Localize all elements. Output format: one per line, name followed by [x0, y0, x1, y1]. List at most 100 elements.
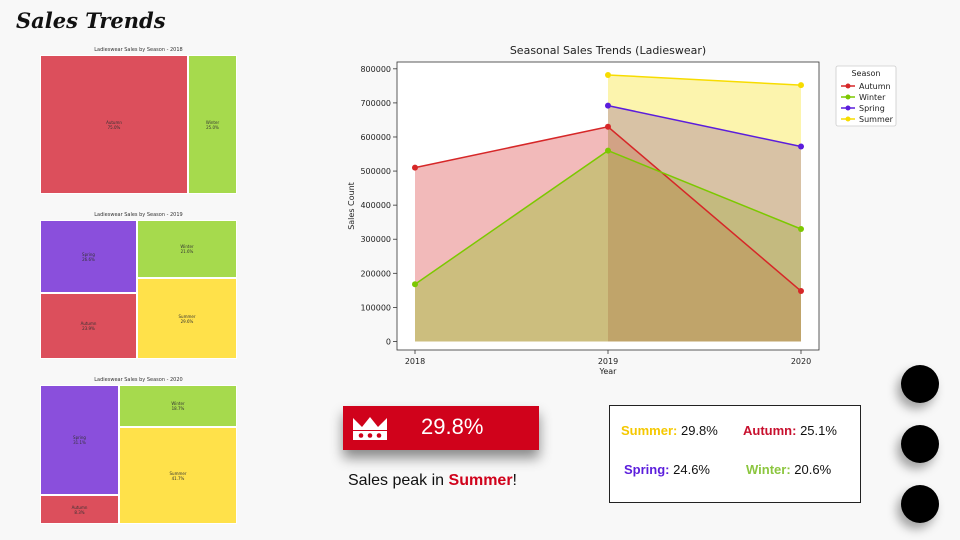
legend-entry-summer: Summer: [859, 115, 894, 124]
y-tick-label: 0: [386, 337, 391, 346]
stat-label: Autumn:: [743, 423, 797, 438]
treemap-cell-spring: Spring 26.6%: [40, 220, 137, 293]
point-spring: [605, 102, 611, 109]
legend-swatch-marker: [845, 94, 851, 100]
point-winter: [798, 226, 804, 233]
y-tick-label: 100000: [360, 303, 391, 312]
point-summer: [605, 71, 611, 78]
crown-icon: [353, 417, 387, 440]
area-spring: [608, 105, 801, 342]
point-autumn: [798, 288, 804, 295]
y-axis-label: Sales Count: [347, 182, 356, 230]
season-share-box: Summer: 29.8% Autumn: 25.1% Spring: 24.6…: [609, 405, 861, 503]
plot-area: [396, 61, 820, 351]
y-tick-label: 200000: [360, 269, 391, 278]
y-tick-label: 600000: [360, 133, 391, 142]
page-title: Sales Trends: [16, 8, 166, 33]
point-spring: [798, 143, 804, 150]
cell-label: Autumn: [71, 504, 88, 510]
treemap-area: Spring 26.6% Winter 21.6% Autumn 23.9% S…: [40, 220, 237, 359]
cell-label: Summer: [178, 313, 196, 319]
cell-label: Autumn: [106, 119, 122, 125]
point-winter: [412, 281, 418, 288]
legend-title: Season: [851, 69, 880, 78]
treemap-area: Spring 31.1% Winter 18.7% Summer 41.7% A…: [40, 385, 237, 524]
chart-title: Seasonal Sales Trends (Ladieswear): [510, 44, 706, 57]
treemap-2020: Ladieswear Sales by Season - 2020 Spring…: [40, 376, 237, 526]
stat-value: 29.8%: [680, 423, 718, 438]
treemap-2018: Ladieswear Sales by Season - 2018 Autumn…: [40, 46, 237, 196]
y-tick-label: 400000: [360, 201, 391, 210]
stat-value: 20.6%: [794, 462, 832, 477]
cell-label: Autumn: [80, 321, 97, 326]
cell-percent: 31.1%: [73, 440, 86, 445]
cell-percent: 23.9%: [82, 326, 95, 331]
point-autumn: [605, 123, 611, 130]
treemap-cell-spring: Spring 31.1%: [40, 385, 119, 495]
area-winter: [415, 150, 801, 342]
cell-label: Winter: [205, 119, 220, 125]
stat-value: 24.6%: [673, 462, 710, 477]
stat-label: Winter:: [746, 462, 791, 477]
treemap-area: Autumn 75.0% Winter 25.0%: [40, 55, 237, 194]
point-autumn: [412, 164, 418, 171]
legend-swatch-marker: [845, 116, 851, 122]
cell-label: Winter: [171, 401, 185, 406]
treemap-cell-winter: Winter 18.7%: [119, 385, 237, 427]
y-tick-label: 500000: [360, 167, 391, 176]
legend-entry-winter: Winter: [859, 93, 886, 102]
treemap-cell-winter: Winter 21.6%: [137, 220, 237, 278]
nav-dot-3[interactable]: [901, 485, 939, 523]
peak-value: 29.8%: [421, 414, 484, 439]
line-summer: [607, 74, 802, 86]
y-tick-label: 300000: [360, 235, 391, 244]
cell-percent: 26.6%: [82, 256, 95, 262]
legend-swatch-marker: [845, 105, 851, 111]
cell-percent: 8.3%: [74, 509, 85, 515]
treemap-title: Ladieswear Sales by Season - 2020: [94, 377, 183, 383]
treemap-cell-summer: Summer 41.7%: [119, 427, 237, 524]
cell-label: Spring: [82, 251, 95, 257]
treemap-cell-autumn: Autumn 75.0%: [40, 55, 188, 194]
stat-summer: Summer: 29.8%: [621, 423, 718, 438]
treemap-title: Ladieswear Sales by Season - 2019: [94, 212, 183, 218]
treemap-title: Ladieswear Sales by Season - 2018: [94, 47, 183, 53]
treemap-cell-autumn: Autumn 23.9%: [40, 293, 137, 359]
treemap-cell-autumn: Autumn 8.3%: [40, 495, 119, 524]
cell-percent: 41.7%: [171, 475, 185, 481]
nav-dot-1[interactable]: [901, 365, 939, 403]
cell-label: Summer: [169, 470, 187, 476]
nav-dot-2[interactable]: [901, 425, 939, 463]
x-tick-label: 2018: [405, 357, 425, 366]
x-tick-label: 2019: [598, 357, 618, 366]
legend-entry-autumn: Autumn: [859, 82, 891, 91]
caption-prefix: Sales peak in: [348, 472, 449, 489]
cell-percent: 29.6%: [180, 318, 194, 324]
cell-percent: 21.6%: [180, 249, 194, 254]
cell-label: Winter: [180, 244, 194, 249]
cell-percent: 75.0%: [107, 124, 121, 130]
area-autumn: [415, 126, 801, 342]
cell-percent: 18.7%: [171, 406, 185, 411]
legend-entry-spring: Spring: [859, 104, 885, 113]
legend-box: [835, 65, 897, 127]
y-tick-label: 700000: [360, 99, 391, 108]
legend-swatch-marker: [845, 83, 851, 89]
peak-card: 29.8%: [343, 406, 539, 450]
stat-label: Spring:: [624, 462, 670, 477]
x-tick-label: 2020: [791, 357, 811, 366]
y-tick-label: 800000: [360, 65, 391, 74]
stat-autumn: Autumn: 25.1%: [743, 423, 837, 438]
stat-winter: Winter: 20.6%: [746, 462, 831, 477]
stat-label: Summer:: [621, 423, 678, 438]
treemap-cell-winter: Winter 25.0%: [188, 55, 237, 194]
caption-highlight: Summer: [448, 472, 513, 489]
seasonal-sales-chart: 0 100000 200000 300000 400000 500000 600000 700…: [347, 44, 897, 375]
point-winter: [605, 147, 611, 154]
treemap-cell-summer: Summer 29.6%: [137, 278, 237, 359]
point-summer: [798, 82, 804, 89]
cell-percent: 25.0%: [206, 124, 219, 130]
treemap-2019: Ladieswear Sales by Season - 2019 Spring…: [40, 211, 237, 361]
line-spring: [607, 104, 802, 148]
x-axis-label: Year: [599, 367, 618, 375]
